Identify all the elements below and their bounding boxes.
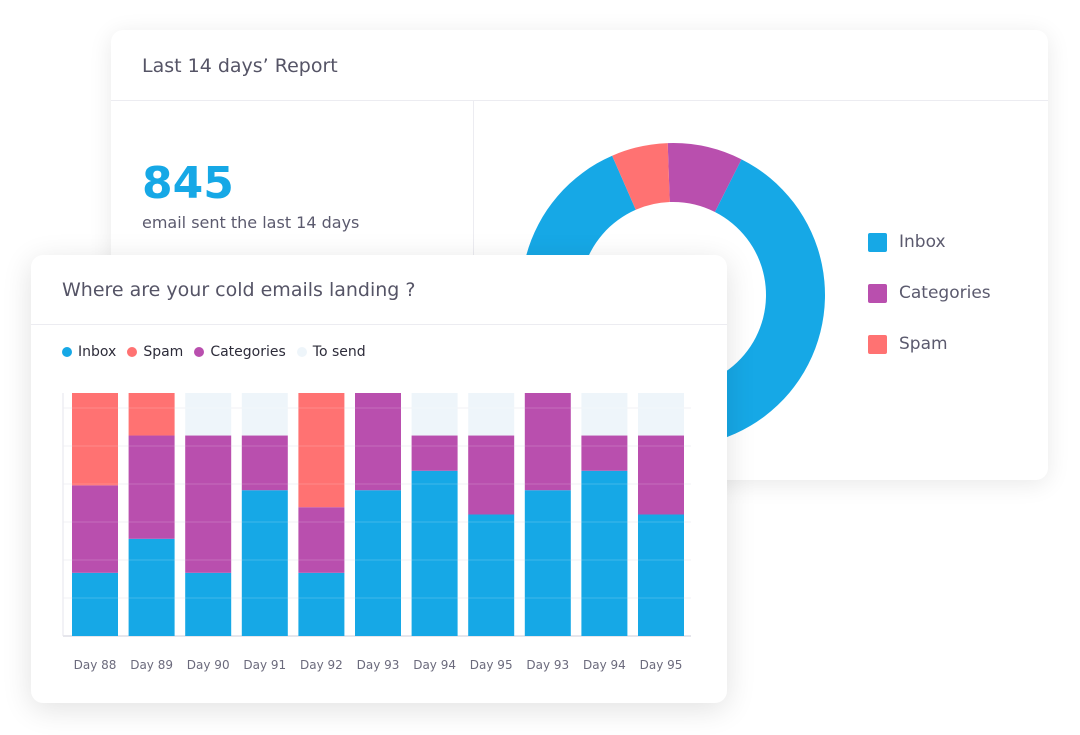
legend-swatch bbox=[868, 283, 887, 303]
bar-inbox bbox=[72, 572, 118, 636]
bar-legend-item: Categories bbox=[194, 344, 286, 360]
bar-inbox bbox=[524, 490, 571, 636]
legend-label: To send bbox=[312, 344, 366, 360]
x-tick-label: Day 94 bbox=[413, 658, 456, 672]
bar-categories bbox=[638, 435, 684, 515]
bar-categories bbox=[298, 507, 345, 573]
bar-categories bbox=[524, 393, 571, 491]
bar-inbox bbox=[128, 538, 175, 636]
bar-inbox bbox=[468, 514, 515, 636]
bar-to-send bbox=[581, 393, 628, 436]
legend-label: Inbox bbox=[78, 344, 117, 360]
bar-categories bbox=[468, 435, 515, 515]
x-tick-label: Day 91 bbox=[243, 658, 286, 672]
x-tick-label: Day 88 bbox=[74, 658, 117, 672]
bar-inbox bbox=[411, 470, 458, 636]
donut-segment-categories bbox=[667, 143, 742, 212]
legend-dot bbox=[194, 347, 205, 357]
bar-legend-item: Inbox bbox=[62, 344, 116, 360]
bar-inbox bbox=[241, 490, 288, 636]
donut-legend-item: Spam bbox=[868, 334, 948, 354]
bar-legend-item: To send bbox=[296, 344, 366, 360]
bar-categories bbox=[581, 435, 628, 471]
bar-spam bbox=[128, 393, 175, 436]
bar-to-send bbox=[468, 393, 515, 436]
total-sent-caption: email sent the last 14 days bbox=[142, 213, 360, 232]
bar-inbox bbox=[298, 572, 345, 636]
x-tick-label: Day 93 bbox=[357, 658, 400, 672]
bar-inbox bbox=[185, 572, 232, 636]
x-tick-label: Day 93 bbox=[526, 658, 569, 672]
bar-inbox bbox=[581, 470, 628, 636]
legend-label: Spam bbox=[143, 344, 184, 360]
legend-label: Inbox bbox=[899, 232, 946, 252]
bar-to-send bbox=[241, 393, 288, 436]
landing-title: Where are your cold emails landing ? bbox=[31, 255, 727, 325]
x-tick-label: Day 95 bbox=[470, 658, 513, 672]
bar-categories bbox=[185, 435, 232, 573]
legend-dot bbox=[127, 347, 138, 357]
bar-inbox bbox=[355, 490, 401, 636]
x-tick-label: Day 92 bbox=[300, 658, 343, 672]
bar-spam bbox=[72, 393, 118, 486]
stacked-bar-chart: Day 88 Day 89 Day 90 Day 91 Day 92 Day 93 Day … bbox=[62, 393, 691, 672]
bar-to-send bbox=[638, 393, 684, 436]
bar-inbox bbox=[638, 514, 684, 636]
bar-categories bbox=[355, 393, 401, 491]
total-sent-value: 845 bbox=[142, 158, 234, 209]
donut-legend-item: Categories bbox=[868, 283, 991, 303]
donut-segment-spam bbox=[612, 143, 670, 210]
x-tick-label: Day 90 bbox=[187, 658, 230, 672]
bar-categories bbox=[411, 435, 458, 471]
legend-swatch bbox=[868, 232, 887, 252]
bar-legend: Inbox Spam Categories To send bbox=[62, 344, 377, 360]
bar-categories bbox=[72, 485, 118, 573]
legend-swatch bbox=[868, 334, 887, 354]
legend-dot bbox=[296, 347, 307, 357]
bar-categories bbox=[128, 435, 175, 539]
bar-spam bbox=[298, 393, 345, 508]
report-title: Last 14 days’ Report bbox=[111, 30, 1048, 101]
bar-legend-item: Spam bbox=[127, 344, 183, 360]
legend-label: Categories bbox=[899, 283, 991, 303]
legend-label: Spam bbox=[899, 334, 948, 354]
bar-to-send bbox=[411, 393, 458, 436]
x-tick-label: Day 95 bbox=[640, 658, 683, 672]
donut-legend-item: Inbox bbox=[868, 232, 946, 252]
x-tick-label: Day 94 bbox=[583, 658, 626, 672]
x-tick-label: Day 89 bbox=[130, 658, 173, 672]
landing-card: Where are your cold emails landing ? Inb… bbox=[31, 255, 727, 703]
bar-categories bbox=[241, 435, 288, 491]
bar-to-send bbox=[185, 393, 232, 436]
legend-label: Categories bbox=[210, 344, 286, 360]
legend-dot bbox=[62, 347, 72, 357]
